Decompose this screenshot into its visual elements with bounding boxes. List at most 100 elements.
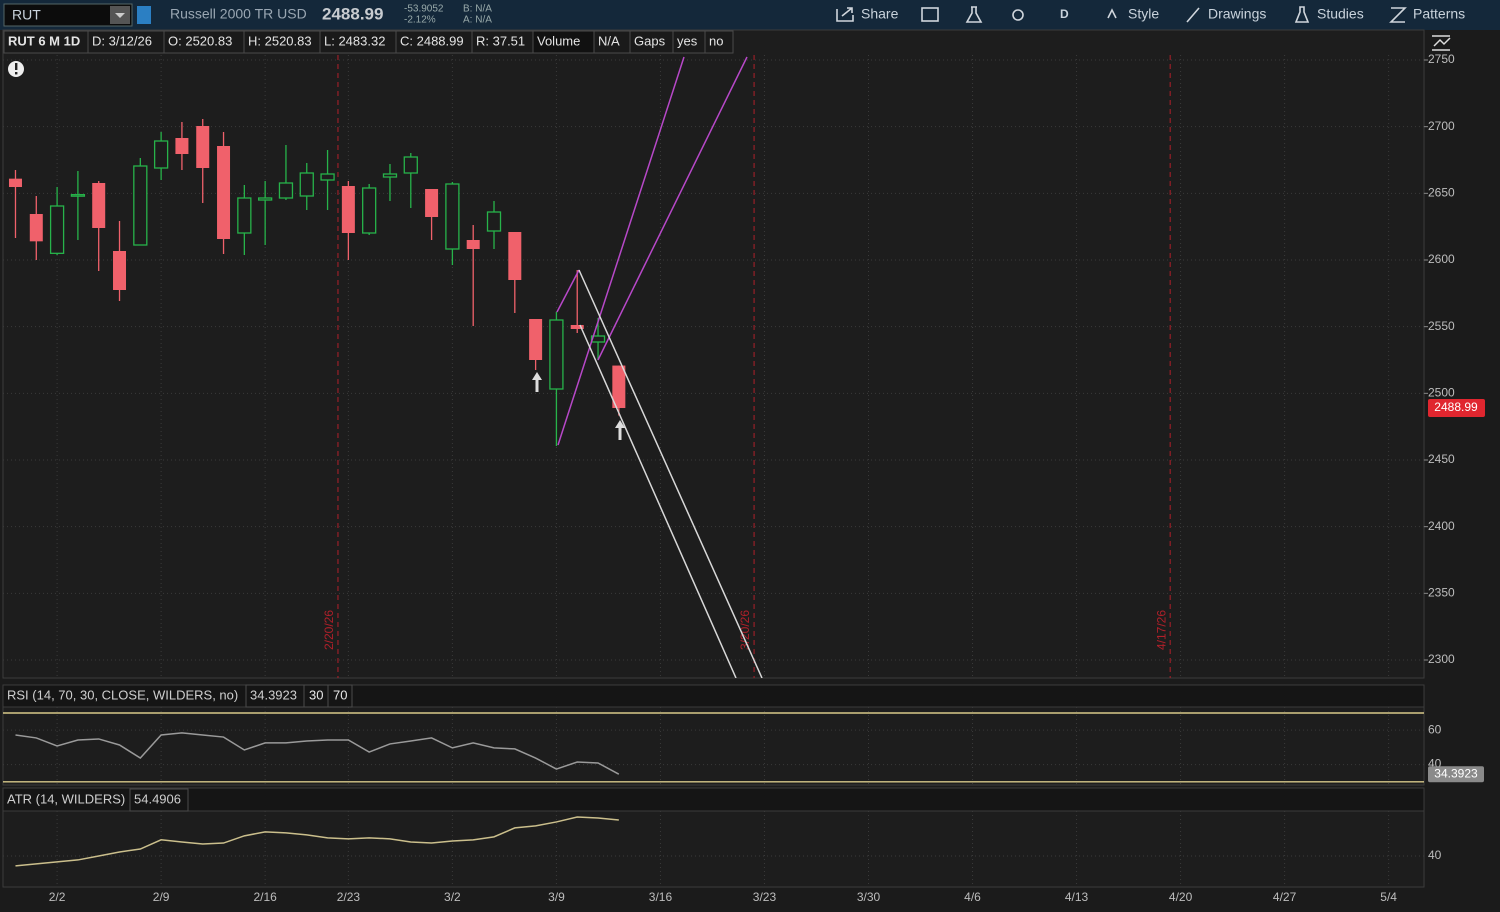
drawings <box>532 56 763 678</box>
y-tick-label: 2550 <box>1428 319 1455 333</box>
period-label: 4/17/26 <box>1154 610 1168 650</box>
y-tick-label: 2300 <box>1428 652 1455 666</box>
aggregation-button[interactable]: D <box>1060 7 1069 21</box>
rsi-level: 70 <box>333 687 347 702</box>
y-tick-label: 2350 <box>1428 586 1455 600</box>
candle-body <box>612 365 626 409</box>
candle-body <box>425 189 439 217</box>
description: Russell 2000 TR USD <box>170 6 307 22</box>
y-tick-label: 2650 <box>1428 186 1455 200</box>
y-tick-label: 2400 <box>1428 519 1455 533</box>
candle-body <box>153 140 169 169</box>
x-tick-label: 3/23 <box>753 890 777 904</box>
candle-body <box>466 240 480 249</box>
last-price: 2488.99 <box>322 4 383 23</box>
symbol: RUT <box>12 7 41 23</box>
info-text: L: 2483.32 <box>324 33 385 48</box>
candle-body <box>257 197 273 201</box>
atr-header <box>2 787 1425 812</box>
studies-button[interactable]: Studies <box>1317 6 1364 22</box>
candle-body <box>175 138 189 154</box>
rsi-value-box <box>1428 766 1484 783</box>
panel-icon[interactable] <box>1432 35 1451 51</box>
x-tick-label: 5/4 <box>1380 890 1397 904</box>
symbol-box[interactable] <box>3 3 133 27</box>
candle-body <box>320 173 335 181</box>
trend-lines[interactable] <box>578 269 763 678</box>
y-tick-label: 2600 <box>1428 252 1455 266</box>
candle-body <box>341 186 355 233</box>
candle-body <box>529 319 543 360</box>
grid: 2/2 2/9 2/16 2/23 3/2 3/9 3/16 3/23 3/30 4/6 4/13 4… <box>3 52 1455 904</box>
info-text: R: 37.51 <box>476 33 525 48</box>
bid: B: N/A <box>463 4 492 15</box>
info-bar: RUT 6 M 1D D: 3/12/26 O: 2520.83 H: 2520.83… <box>3 30 734 54</box>
x-tick-label: 3/2 <box>444 890 461 904</box>
last-price-label: 2488.99 <box>1434 400 1478 414</box>
candle-body <box>49 205 65 254</box>
toolbar <box>0 0 1500 30</box>
net-change: -53.9052 <box>404 4 444 15</box>
atr-title: ATR (14, WILDERS) <box>7 791 125 806</box>
style-button[interactable]: Style <box>1128 6 1159 22</box>
candle-body <box>29 214 43 242</box>
candle-body <box>196 126 210 168</box>
link-badge[interactable] <box>137 6 151 24</box>
info-text: Volume <box>537 33 580 48</box>
x-tick-label: 4/27 <box>1273 890 1297 904</box>
info-text: O: 2520.83 <box>168 33 232 48</box>
x-tick-label: 3/30 <box>857 890 881 904</box>
x-tick-label: 2/9 <box>153 890 170 904</box>
candle-body <box>299 172 314 197</box>
share-button[interactable]: Share <box>861 6 899 22</box>
info-text: Gaps <box>634 33 666 48</box>
info-text: C: 2488.99 <box>400 33 464 48</box>
toolbar-icons <box>836 6 1407 23</box>
last-price-box <box>1428 399 1485 418</box>
candle-body <box>590 335 606 343</box>
patterns-button[interactable]: Patterns <box>1413 6 1465 22</box>
atr-panel <box>2 810 1425 888</box>
candle-body <box>382 173 398 178</box>
candle-body <box>486 211 502 232</box>
candle-body <box>92 183 106 228</box>
candle-body <box>8 178 22 187</box>
candle-body <box>278 182 294 199</box>
x-tick-label: 2/16 <box>253 890 277 904</box>
period-label: 2/20/26 <box>322 610 336 650</box>
rsi-title: RSI (14, 70, 30, CLOSE, WILDERS, no) <box>7 687 238 702</box>
info-cell <box>704 30 734 54</box>
rsi-level: 30 <box>309 687 323 702</box>
atr-value-cell <box>129 788 189 812</box>
period-label: 3/20/26 <box>738 610 752 650</box>
info-text: no <box>709 33 723 48</box>
rsi-header-value: 34.3923 <box>250 687 297 702</box>
candle-body <box>403 156 418 174</box>
candle-body <box>549 319 564 390</box>
price-panel <box>2 29 1425 679</box>
rsi-line <box>15 732 620 775</box>
candle-body <box>237 197 252 234</box>
candle-body <box>362 187 377 234</box>
drawings-button[interactable]: Drawings <box>1208 6 1266 22</box>
info-text: RUT 6 M 1D <box>8 33 80 48</box>
info-text: D: 3/12/26 <box>92 33 152 48</box>
atr-header-value: 54.4906 <box>134 791 181 806</box>
candle-body <box>133 165 148 246</box>
x-tick-label: 4/20 <box>1169 890 1193 904</box>
candle-body <box>113 251 127 290</box>
dropdown-arrow <box>115 13 125 18</box>
trend-channel[interactable] <box>556 56 748 446</box>
y-tick-label: 2450 <box>1428 452 1455 466</box>
candle-body <box>508 232 522 280</box>
y-tick-label: 2500 <box>1428 386 1455 400</box>
candle-body <box>570 325 584 329</box>
candle-body <box>445 183 460 250</box>
ask: A: N/A <box>463 15 492 26</box>
x-tick-label: 4/6 <box>964 890 981 904</box>
rsi-panel <box>2 706 1425 786</box>
x-tick-label: 3/16 <box>649 890 673 904</box>
info-text: yes <box>677 33 698 48</box>
candle-body <box>217 146 231 239</box>
